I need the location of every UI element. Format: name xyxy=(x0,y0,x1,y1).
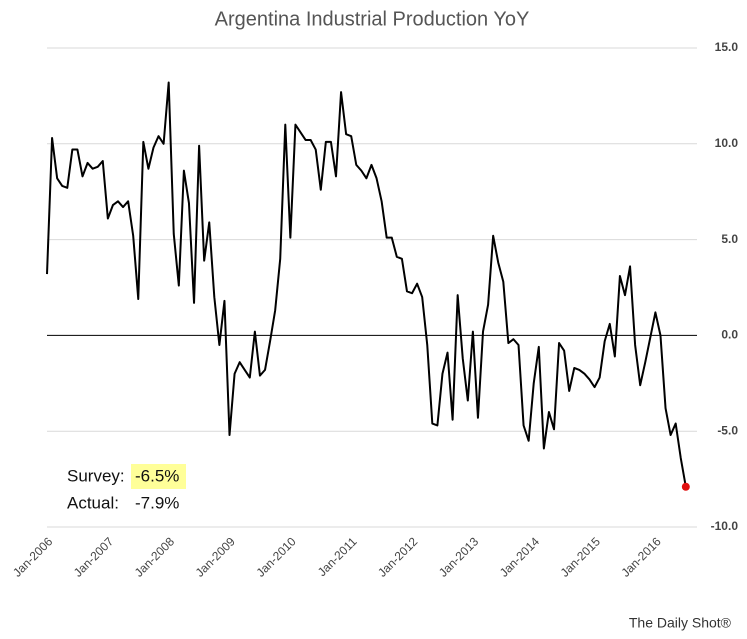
x-tick-label: Jan-2007 xyxy=(71,534,117,580)
annotation: Actual: xyxy=(67,493,119,512)
x-tick-label: Jan-2010 xyxy=(253,534,299,580)
y-tick-label: 15.0 xyxy=(715,40,739,54)
x-tick-label: Jan-2012 xyxy=(375,534,421,580)
source: The Daily Shot® xyxy=(629,615,732,631)
annotation: -7.9% xyxy=(135,493,179,512)
last-point xyxy=(681,482,690,491)
x-tick-label: Jan-2011 xyxy=(315,534,360,579)
y-tick-label: 10.0 xyxy=(715,136,739,150)
x-tick-label: Jan-2015 xyxy=(558,534,604,580)
x-tick-label: Jan-2008 xyxy=(132,534,178,580)
x-tick-label: Jan-2006 xyxy=(10,534,56,580)
line xyxy=(46,81,687,487)
y-tick-label: -5.0 xyxy=(717,423,738,437)
highlight xyxy=(131,464,186,489)
x-tick-label: Jan-2014 xyxy=(497,534,543,580)
annotation: Survey: xyxy=(67,466,125,485)
y-tick-label: 5.0 xyxy=(721,232,738,246)
x-tick-label: Jan-2009 xyxy=(193,534,239,580)
y-tick-label: -10.0 xyxy=(711,519,739,533)
x-tick-label: Jan-2013 xyxy=(436,534,482,580)
chart-title: Argentina Industrial Production YoY xyxy=(215,8,530,30)
x-tick-label: Jan-2016 xyxy=(618,534,664,580)
y-tick-label: 0.0 xyxy=(721,328,738,342)
annotation: -6.5% xyxy=(135,466,179,485)
